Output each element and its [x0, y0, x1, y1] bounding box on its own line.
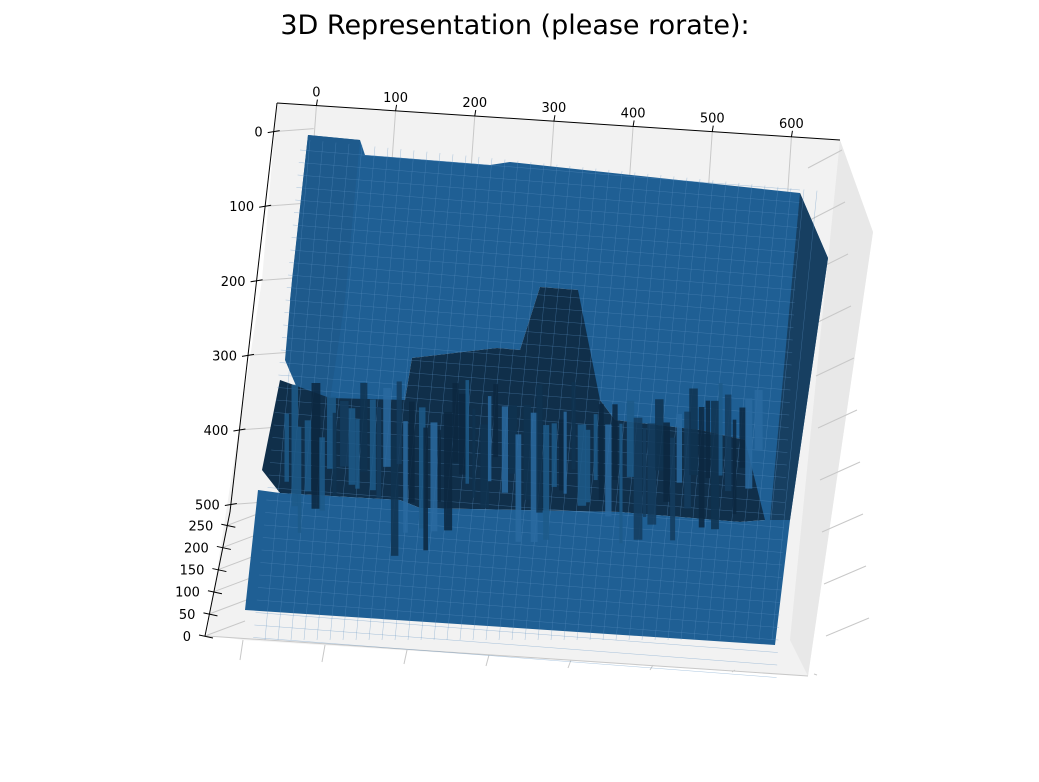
trench-bars — [284, 380, 763, 556]
y-tick-label: 400 — [204, 424, 229, 439]
z-tick-label: 100 — [175, 586, 200, 601]
x-tick-label: 400 — [621, 106, 646, 121]
z-tick-label: 150 — [180, 564, 205, 579]
x-tick-label: 300 — [542, 101, 567, 116]
tick-labels: 0 100 200 300 400 500 600 0 100 200 300 400 500 0 50 10… — [175, 86, 804, 645]
chart-title: 3D Representation (please rorate): — [280, 10, 750, 41]
y-tick-label: 100 — [229, 200, 254, 215]
z-tick-label: 50 — [179, 608, 196, 623]
x-tick-label: 200 — [462, 96, 487, 111]
z-tick-label: 200 — [184, 541, 209, 556]
side-pane — [790, 140, 873, 676]
x-tick-label: 0 — [312, 86, 320, 101]
surface-mesh — [253, 139, 818, 678]
y-tick-label: 200 — [221, 275, 246, 290]
surface-right-face — [770, 193, 828, 520]
surface-left-strip — [285, 135, 360, 400]
x-tick-label: 600 — [779, 117, 804, 132]
y-tick-label: 500 — [195, 499, 220, 514]
x-tick-label: 100 — [383, 91, 408, 106]
tick-marks — [198, 99, 793, 639]
z-tick-label: 0 — [183, 630, 191, 645]
z-axis-line — [204, 511, 231, 637]
y-axis-line — [229, 102, 278, 513]
surface-bottom-plateau — [245, 490, 790, 645]
x-tick-label: 500 — [700, 112, 725, 127]
y-tick-label: 300 — [212, 349, 237, 364]
y-tick-label: 0 — [254, 126, 262, 141]
x-axis-line — [276, 102, 841, 141]
axes — [204, 102, 841, 637]
z-tick-label: 250 — [188, 519, 213, 534]
